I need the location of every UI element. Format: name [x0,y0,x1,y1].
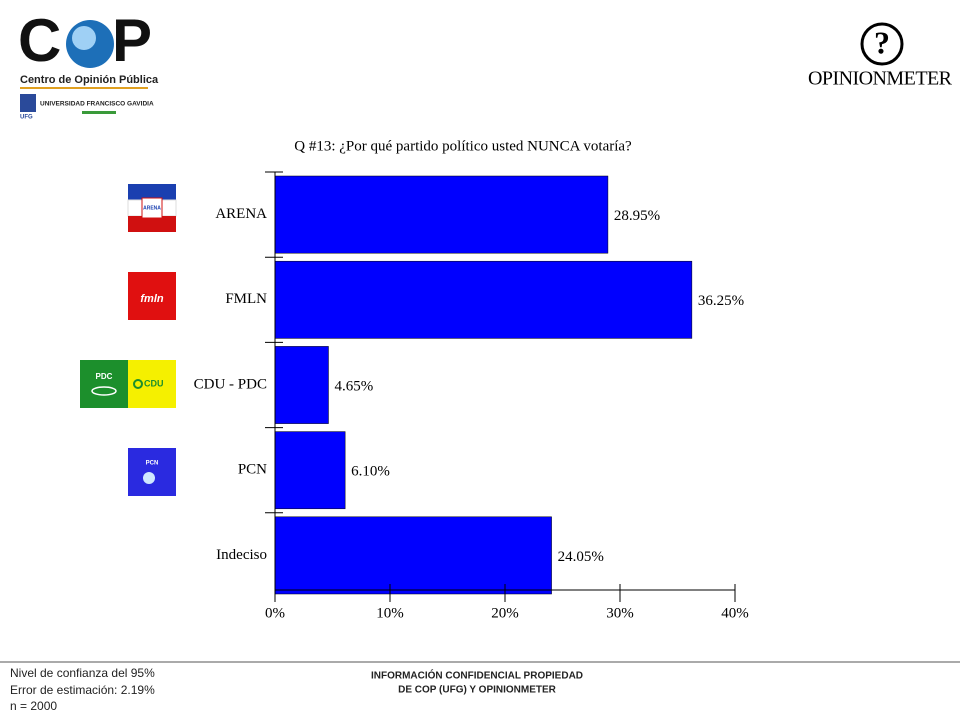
bar [274,516,552,595]
category-label: PCN [238,462,267,478]
chart-title: Q #13: ¿Por qué partido político usted N… [294,138,632,154]
opinionmeter-logo: ? OPINIONMETER [808,22,953,90]
x-tick-label: 0% [265,605,285,621]
cdu-circle [133,379,143,389]
cdu-logo [128,360,176,408]
arena-logo-text: ARENA [143,205,161,211]
confidential: INFORMACIÓN CONFIDENCIAL PROPIEDAD [371,669,583,682]
pcn-emblem [143,472,155,484]
ufg-bar [82,111,116,114]
icon-circle [860,22,904,66]
confidential: DE COP (UFG) Y OPINIONMETER [398,685,557,696]
bar [274,175,609,254]
value-label: 4.65% [334,378,373,394]
arena-flag-red [128,216,176,232]
value-label: 6.10% [351,464,390,480]
bar [274,260,693,339]
category-label: Indeciso [216,547,267,563]
x-tick-label: 30% [606,605,634,621]
x-tick-label: 40% [721,605,749,621]
bar [274,346,329,424]
x-tick-label: 20% [491,605,519,621]
cop-globe-highlight [72,26,96,50]
footer-note: Error de estimación: 2.19% [10,683,155,697]
cop-letter: C [18,7,61,74]
pdc-fish [91,386,117,396]
fmln-logo-text: fmln [140,293,164,305]
ufg-shield [20,94,36,112]
value-label: 24.05% [558,549,604,565]
cop-logo: C P Centro de Opinión Pública UFG UNIVER… [18,7,159,121]
category-label: CDU - PDC [194,376,267,392]
opinionmeter-name: OPINIONMETER [808,68,953,90]
cdu-logo-text: CDU [144,378,164,388]
value-label: 36.25% [698,293,744,309]
pcn-logo-text: PCN [146,461,159,467]
x-tick-label: 10% [376,605,404,621]
party-logos: ARENA fmln PDC CDU PCN [80,184,177,496]
cop-subtitle: Centro de Opinión Pública [20,74,159,86]
footer-note: n = 2000 [10,699,57,713]
arena-cross [141,197,163,219]
value-label: 28.95% [614,208,660,224]
university: UNIVERSIDAD FRANCISCO GAVIDIA [40,101,154,108]
cop-letter: P [112,7,152,74]
bar [274,431,346,510]
pdc-logo [80,360,128,408]
icon-mark: ? [874,24,890,60]
pcn-logo [128,448,176,496]
fmln-logo [128,272,176,320]
arena-flag-blue [128,184,176,200]
pdc-logo-text: PDC [96,372,113,381]
category-label: ARENA [215,206,267,222]
category-label: FMLN [225,291,267,307]
ufg-text: UFG [20,115,33,121]
footer-note: Nivel de confianza del 95% [10,666,155,680]
